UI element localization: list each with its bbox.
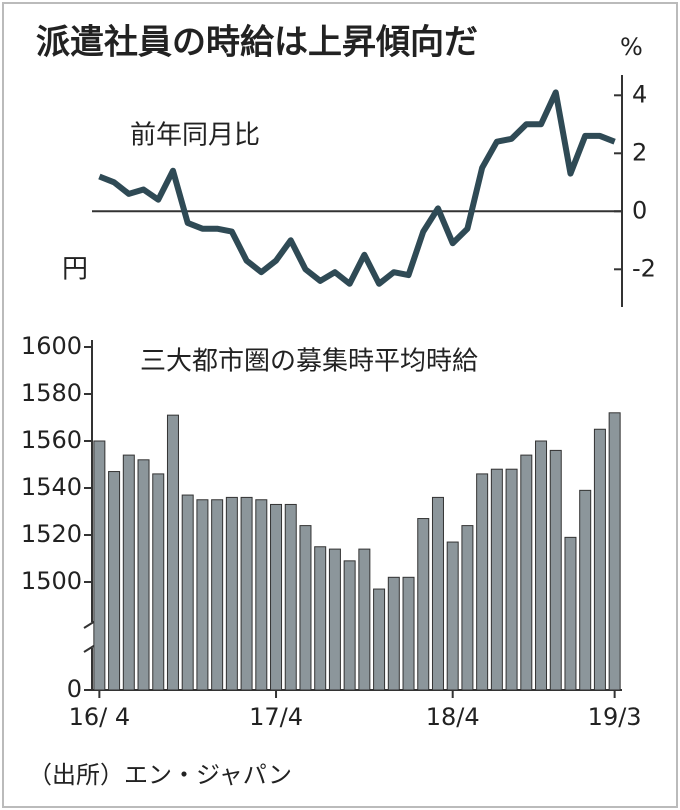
bar	[490, 468, 503, 691]
bar	[387, 576, 400, 691]
unit-label: %	[620, 33, 643, 61]
line	[98, 89, 616, 287]
bar	[535, 440, 548, 691]
bar	[166, 414, 179, 691]
y-tick-label: 0	[632, 196, 647, 224]
bar	[373, 588, 386, 691]
bar	[431, 496, 444, 691]
bar	[461, 525, 474, 691]
bar	[343, 560, 356, 691]
unit-label: 円	[62, 255, 88, 285]
bar	[255, 499, 268, 691]
subtitle: 前年同月比	[130, 121, 260, 151]
y-tick-label: 1520	[21, 520, 82, 548]
y-tick-label: 1500	[21, 567, 82, 595]
bar	[476, 473, 489, 691]
bar	[270, 503, 283, 691]
bar	[122, 454, 135, 691]
y-tick-label: 1600	[21, 332, 82, 360]
bar	[358, 548, 371, 691]
bar	[608, 412, 621, 691]
bar	[284, 503, 297, 691]
bar	[137, 459, 150, 691]
y-tick-label: 4	[632, 80, 647, 108]
bar	[225, 496, 238, 691]
y-tick-label: 0	[67, 675, 82, 703]
bar	[417, 518, 430, 691]
bar	[402, 576, 415, 691]
y-tick-label: 1540	[21, 473, 82, 501]
bar	[108, 471, 121, 691]
x-tick-label: 17/4	[249, 703, 303, 731]
x-tick-label: 16/ 4	[69, 703, 131, 731]
bar	[299, 525, 312, 691]
bar	[314, 546, 327, 691]
y-tick-label: 1580	[21, 379, 82, 407]
y-tick-label: 1560	[21, 426, 82, 454]
bar	[564, 536, 577, 691]
bar	[211, 499, 224, 691]
chart-title: 派遣社員の時給は上昇傾向だ	[36, 23, 478, 63]
bar	[549, 449, 562, 691]
bar	[593, 428, 606, 691]
bar	[181, 494, 194, 691]
bar	[505, 468, 518, 691]
bar	[196, 499, 209, 691]
source: （出所）エン・ジャパン	[28, 761, 292, 789]
x-tick-label: 18/4	[426, 703, 480, 731]
bar	[520, 454, 533, 691]
y-tick-label: -2	[632, 254, 656, 282]
bar	[240, 496, 253, 691]
x-tick-label: 19/3	[588, 703, 642, 731]
bar	[152, 473, 165, 691]
bar	[579, 489, 592, 691]
bar	[328, 548, 341, 691]
bar	[446, 541, 459, 691]
bar	[93, 440, 106, 691]
y-tick-label: 2	[632, 138, 647, 166]
subtitle: 三大都市圏の募集時平均時給	[140, 347, 478, 377]
